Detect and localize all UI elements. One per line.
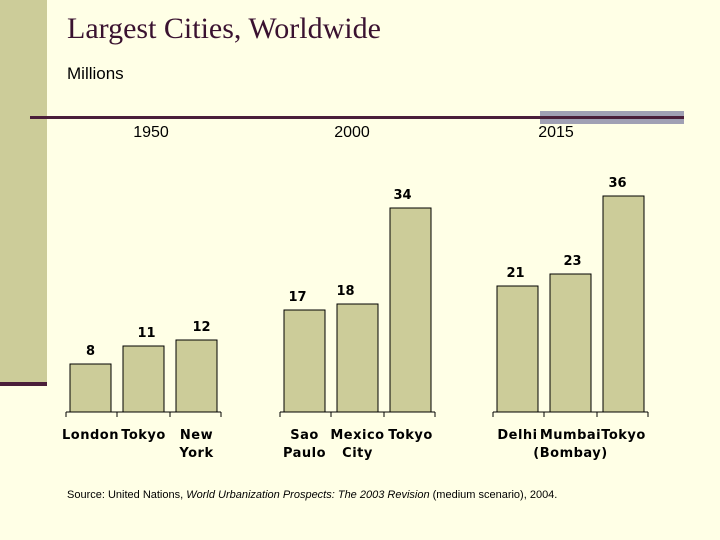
divider-accent-line	[540, 116, 684, 119]
city-label-1950-tokyo: Tokyo	[121, 428, 166, 443]
decorative-side-rule	[0, 382, 47, 386]
year-label-2000: 2000	[334, 124, 370, 141]
bar-2000-tokyo	[389, 207, 432, 413]
value-label-1950-tokyo: 11	[137, 326, 155, 341]
city-label-2000-mexico-city-line2: City	[342, 446, 373, 461]
city-label-2000-tokyo: Tokyo	[388, 428, 433, 443]
chart-unit-label: Millions	[67, 64, 124, 83]
bar-1950-tokyo	[122, 345, 165, 413]
value-label-2000-tokyo: 34	[393, 188, 411, 203]
source-publication: World Urbanization Prospects: The 2003 R…	[186, 489, 430, 501]
value-label-2015-mumbai-bombay: 23	[563, 254, 581, 269]
source-suffix: (medium scenario), 2004.	[429, 489, 558, 501]
bar-2000-mexico-city	[336, 303, 379, 413]
bar-2000-sao-paulo	[283, 309, 326, 413]
source-prefix: Source: United Nations,	[67, 489, 187, 501]
city-label-1950-new-york: New	[180, 428, 213, 443]
city-label-1950-london: London	[62, 428, 119, 443]
bar-1950-new-york	[175, 339, 218, 413]
bar-2015-tokyo	[602, 195, 645, 413]
city-label-2015-mumbai-bombay-line2: (Bombay)	[533, 446, 607, 461]
value-label-2015-tokyo: 36	[608, 176, 626, 191]
city-label-2015-mumbai-bombay: Mumbai	[540, 428, 601, 443]
city-label-2000-sao-paulo-line2: Paulo	[283, 446, 326, 461]
city-label-2015-delhi: Delhi	[497, 428, 537, 443]
year-label-1950: 1950	[133, 124, 169, 141]
source-note: Source: United Nations, World Urbanizati…	[67, 489, 557, 501]
year-label-2015: 2015	[538, 124, 574, 141]
slide-title: Largest Cities, Worldwide	[67, 12, 381, 45]
value-label-1950-new-york: 12	[192, 320, 210, 335]
value-label-2000-mexico-city: 18	[336, 284, 354, 299]
city-label-2000-mexico-city: Mexico	[330, 428, 384, 443]
title-divider	[30, 116, 684, 119]
city-label-2015-tokyo: Tokyo	[601, 428, 646, 443]
bar-2015-delhi	[496, 285, 539, 413]
value-label-2000-sao-paulo: 17	[288, 290, 306, 305]
bar-1950-london	[69, 363, 112, 413]
value-label-1950-london: 8	[86, 344, 95, 359]
decorative-side-band	[0, 0, 47, 383]
value-label-2015-delhi: 21	[506, 266, 524, 281]
city-label-1950-new-york-line2: York	[178, 446, 213, 461]
bar-2015-mumbai-bombay	[549, 273, 592, 413]
city-label-2000-sao-paulo: Sao	[290, 428, 319, 443]
